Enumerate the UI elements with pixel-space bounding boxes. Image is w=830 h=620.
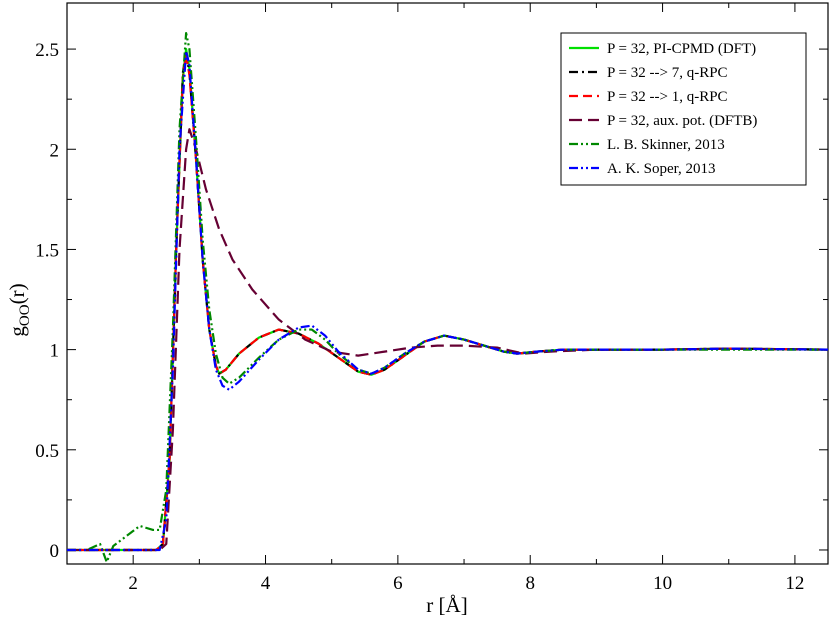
series-layer xyxy=(67,31,828,564)
legend-label-p-32-pi-cpmd-dft: P = 32, PI-CPMD (DFT) xyxy=(607,41,756,57)
legend-box xyxy=(560,32,807,186)
y-tick-label: 2.5 xyxy=(35,40,59,61)
x-tick-label: 6 xyxy=(393,573,403,594)
y-tick-label: 1.5 xyxy=(35,240,59,261)
x-axis-label: r [Å] xyxy=(426,593,467,617)
legend-label-l-b-skinner-2013: L. B. Skinner, 2013 xyxy=(607,137,725,153)
legend-label-p-32-1-q-rpc: P = 32 --> 1, q-RPC xyxy=(607,89,728,105)
x-tick-label: 4 xyxy=(261,573,271,594)
svg-text:gOO(r): gOO(r) xyxy=(5,283,33,336)
series-line-a-k-soper-2013 xyxy=(67,49,828,552)
y-axis-label-tail: (r) xyxy=(5,283,29,304)
y-axis-label-subscript: OO xyxy=(17,304,33,326)
series-line-p-32-aux-pot-dftb xyxy=(67,128,828,552)
legend-label-p-32-aux-pot-dftb: P = 32, aux. pot. (DFTB) xyxy=(607,113,757,129)
y-axis-label-main: g xyxy=(5,326,29,337)
y-tick-label: 1 xyxy=(50,341,60,362)
legend: P = 32, PI-CPMD (DFT) P = 32 --> 7, q-RPC… xyxy=(560,32,807,186)
axis-ticks: 2 4 6 8 10 12 0 0.5 1 1.5 2 2.5 xyxy=(35,3,828,594)
y-axis-label: gOO(r) xyxy=(5,283,33,336)
y-tick-label: 0 xyxy=(50,541,60,562)
plot-frame xyxy=(66,2,829,565)
legend-label-p-32-7-q-rpc: P = 32 --> 7, q-RPC xyxy=(607,65,728,81)
x-tick-label: 12 xyxy=(785,573,804,594)
y-tick-label: 2 xyxy=(50,140,60,161)
x-tick-label: 8 xyxy=(525,573,535,594)
x-tick-label: 10 xyxy=(653,573,672,594)
legend-label-a-k-soper-2013: A. K. Soper, 2013 xyxy=(607,161,716,177)
y-tick-label: 0.5 xyxy=(35,441,59,462)
x-tick-label: 2 xyxy=(128,573,138,594)
